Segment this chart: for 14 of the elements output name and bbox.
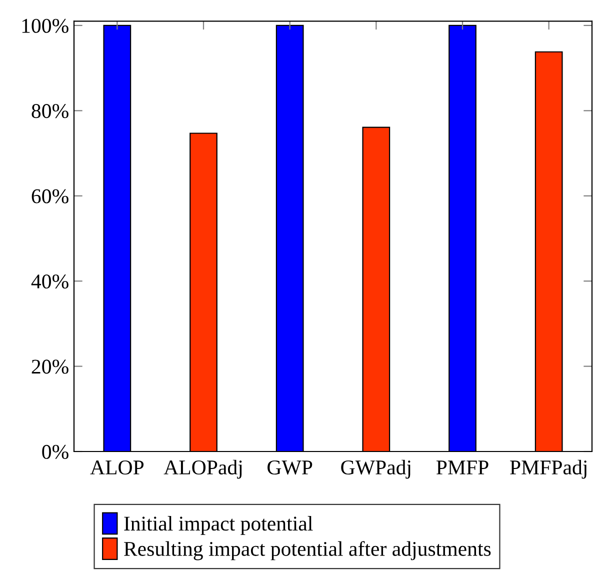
x-tick-label: PMFP xyxy=(436,460,488,474)
x-tick-label: GWP xyxy=(268,460,312,475)
legend-label: Initial impact potential xyxy=(124,516,313,535)
y-tick-label: 20% xyxy=(32,360,68,374)
y-tick-label: 40% xyxy=(31,274,68,289)
y-tick-label: 80% xyxy=(32,104,68,118)
x-tick-label: ALOP xyxy=(90,460,144,474)
x-tick-label: GWPadj xyxy=(341,460,410,479)
x-tick-label: ALOPadj xyxy=(164,460,242,479)
x-tick-label: PMFPadj xyxy=(510,460,586,479)
y-tick-label: 100% xyxy=(22,18,68,33)
legend-label: Resulting impact potential after adjustments xyxy=(124,541,491,560)
y-tick-label: 0% xyxy=(42,444,68,459)
y-tick-label: 60% xyxy=(32,189,68,204)
